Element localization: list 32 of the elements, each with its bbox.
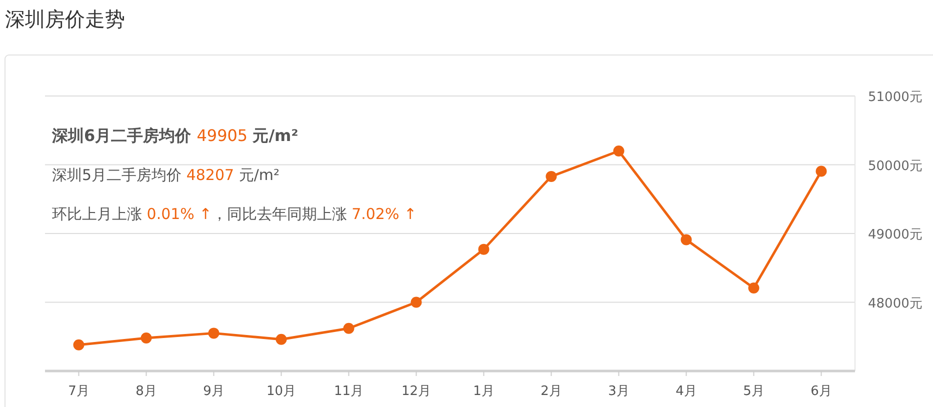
- x-tick-label: 1月: [473, 384, 494, 399]
- chart-title: 深圳房价走势: [5, 7, 125, 31]
- point: [140, 332, 152, 344]
- point: [478, 244, 490, 255]
- x-tick-label: 11月: [334, 384, 364, 399]
- y-tick-label: 49000元: [868, 228, 922, 242]
- point: [276, 334, 287, 345]
- point: [613, 146, 624, 156]
- x-tick-label: 3月: [608, 384, 630, 399]
- point: [73, 339, 84, 350]
- x-tick-label: 5月: [743, 384, 764, 399]
- annotation: 深圳6月二手房均价 49905 元/m²: [51, 126, 298, 145]
- x-tick-label: 6月: [810, 384, 832, 399]
- annotation: 环比上月上涨 0.01% ↑，同比去年同期上涨 7.02% ↑: [52, 205, 417, 223]
- x-tick-label: 7月: [68, 384, 90, 399]
- x-tick-label: 2月: [540, 384, 562, 399]
- point: [816, 166, 827, 177]
- point: [343, 322, 354, 334]
- x-tick-label: 8月: [136, 384, 157, 399]
- x-tick-label: 10月: [266, 384, 296, 399]
- point: [748, 282, 760, 294]
- x-tick-label: 4月: [676, 384, 697, 399]
- point: [410, 296, 422, 308]
- y-tick-label: 51000元: [868, 90, 922, 105]
- point: [680, 234, 692, 246]
- point: [208, 328, 220, 339]
- point: [546, 170, 557, 182]
- annotation: 深圳5月二手房均价 48207 元/m²: [52, 166, 280, 184]
- y-tick-label: 48000元: [868, 296, 922, 312]
- y-tick-label: 50000元: [868, 158, 922, 174]
- x-tick-label: 12月: [401, 384, 432, 399]
- x-tick-label: 9月: [203, 384, 224, 399]
